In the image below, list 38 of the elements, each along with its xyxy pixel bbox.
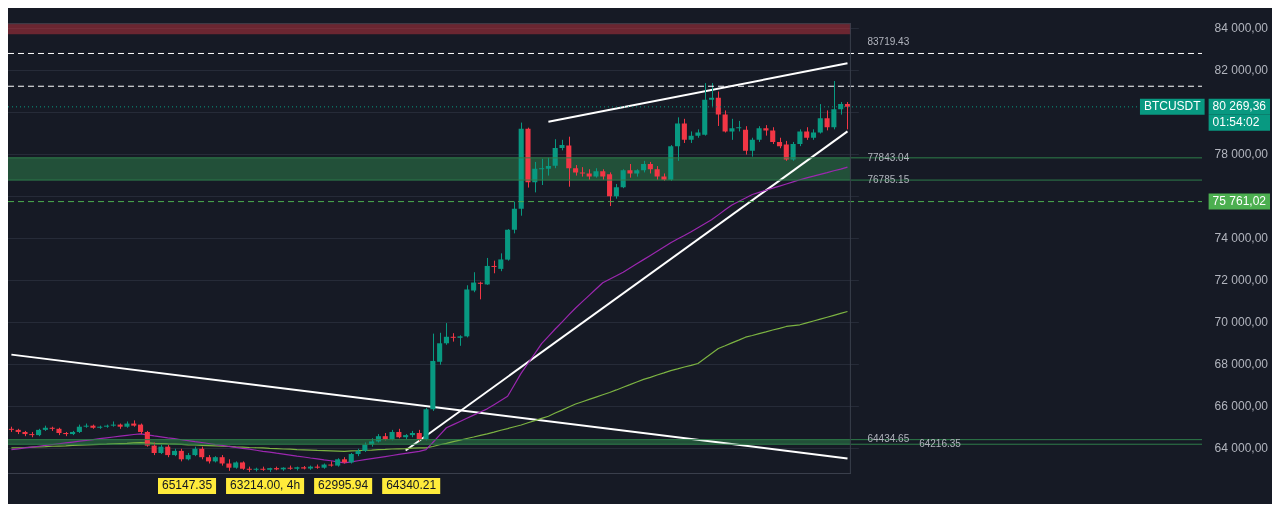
candlestick (90, 424, 96, 430)
text: 65147.35 (162, 478, 213, 493)
candlestick (56, 427, 62, 436)
candlestick (124, 420, 130, 429)
candlestick (545, 157, 551, 177)
y-tick-label: 70 000,00 (1214, 315, 1269, 329)
candlestick (423, 407, 429, 441)
y-tick-label: 74 000,00 (1214, 230, 1269, 245)
ref-line-label: 77843.04 (867, 151, 910, 163)
ref-line-label: 64434.65 (867, 433, 910, 445)
text: 62995.94 (318, 478, 369, 493)
band-label: 83719.43 (867, 36, 910, 48)
candlestick (695, 128, 701, 139)
y-tick-label: 66 000,00 (1214, 399, 1269, 414)
text: 63214.00, 4h (230, 478, 301, 493)
text: 01:54:02 (1212, 115, 1260, 130)
candlestick (627, 163, 633, 179)
text: 64340.21 (386, 478, 437, 493)
candlestick (525, 127, 531, 189)
text: BTCUSDT (1143, 99, 1202, 114)
candlestick (22, 430, 28, 437)
y-tick-label: 68 000,00 (1214, 357, 1269, 372)
candlestick (586, 168, 592, 181)
ref-line-label: 76785.15 (867, 173, 910, 185)
y-tick-label: 78 000,00 (1214, 146, 1269, 161)
candlestick (226, 458, 232, 472)
candlestick (593, 167, 599, 179)
candlestick (457, 334, 463, 347)
candlestick (491, 260, 497, 274)
candlestick (301, 465, 307, 470)
y-tick-label: 82 000,00 (1214, 62, 1269, 77)
y-tick-label: 84 000,00 (1214, 20, 1269, 35)
y-tick-label: 64 000,00 (1214, 441, 1269, 456)
ref-line-label: 80 269,36 (1212, 99, 1267, 114)
y-tick-label: 72 000,00 (1214, 272, 1269, 287)
ref-line-label: 64216.35 (919, 437, 962, 449)
ref-line-label: 75 761,02 (1212, 193, 1267, 208)
candlestick (559, 139, 565, 151)
